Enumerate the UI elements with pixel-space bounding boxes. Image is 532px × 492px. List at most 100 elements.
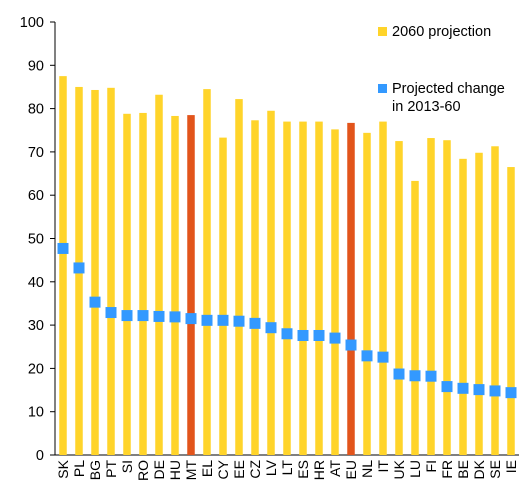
marker-bg: [89, 296, 101, 308]
legend-label: Projected change: [392, 81, 505, 97]
y-tick-label: 30: [28, 318, 44, 334]
x-tick-label: LT: [279, 460, 295, 476]
bar-lt: [283, 121, 291, 455]
x-tick-label: CZ: [247, 460, 263, 479]
marker-it: [377, 351, 389, 363]
bar-pt: [107, 87, 115, 455]
bar-hu: [171, 115, 179, 455]
marker-ro: [137, 310, 149, 322]
y-tick-label: 20: [28, 361, 44, 377]
bar-lu: [411, 180, 419, 455]
y-tick-label: 10: [28, 405, 44, 421]
y-tick-label: 100: [20, 15, 44, 31]
bar-uk: [395, 141, 403, 455]
bar-cz: [251, 120, 259, 455]
marker-lv: [265, 322, 277, 334]
marker-cz: [249, 317, 261, 329]
bar-fr: [443, 140, 451, 456]
bar-hr: [315, 121, 323, 455]
marker-se: [489, 385, 501, 397]
x-tick-label: IE: [503, 460, 519, 473]
marker-ee: [233, 315, 245, 327]
marker-lu: [409, 370, 421, 382]
marker-hr: [313, 329, 325, 341]
marker-lt: [281, 328, 293, 340]
marker-nl: [361, 350, 373, 362]
x-tick-label: DK: [471, 459, 487, 479]
legend-label: in 2013-60: [392, 99, 461, 115]
bar-bg: [91, 89, 99, 455]
bar-at: [331, 129, 339, 455]
y-tick-label: 60: [28, 188, 44, 204]
bar-si: [123, 113, 131, 456]
marker-be: [457, 382, 469, 394]
bar-be: [459, 158, 467, 455]
bar-ie: [507, 167, 515, 455]
x-tick-label: LU: [407, 460, 423, 478]
bar-lv: [267, 110, 275, 455]
marker-pl: [73, 262, 85, 274]
marker-sk: [57, 242, 69, 254]
bar-es: [299, 121, 307, 455]
x-tick-label: LV: [263, 459, 279, 476]
bar-fi: [427, 138, 435, 455]
marker-es: [297, 329, 309, 341]
y-tick-label: 50: [28, 232, 44, 248]
bar-nl: [363, 132, 371, 455]
marker-ie: [505, 387, 517, 399]
x-tick-label: BG: [87, 460, 103, 480]
marker-at: [329, 332, 341, 344]
x-tick-label: EU: [343, 460, 359, 479]
x-tick-label: NL: [359, 460, 375, 478]
y-tick-label: 70: [28, 145, 44, 161]
marker-fr: [441, 381, 453, 393]
x-tick-label: HR: [311, 460, 327, 480]
bar-eu: [347, 122, 355, 455]
x-tick-label: SI: [119, 460, 135, 473]
legend: 2060 projection Projected change in 2013-6…: [378, 24, 505, 115]
labels: 0 10 20 30 40 50 60 70 80 90 100 SK PL BG PT SI RO DE HU MT…: [20, 15, 519, 481]
marker-mt: [185, 313, 197, 325]
bar-mt: [187, 115, 195, 455]
x-tick-label: CY: [215, 459, 231, 479]
bar-cy: [219, 137, 227, 455]
bar-de: [155, 94, 163, 455]
x-tick-label: FR: [439, 460, 455, 479]
bar-ro: [139, 112, 147, 456]
marker-uk: [393, 368, 405, 380]
bar-ee: [235, 99, 243, 455]
marker-pt: [105, 307, 117, 319]
y-tick-label: 0: [36, 448, 44, 464]
marker-si: [121, 310, 133, 322]
x-tick-label: AT: [327, 460, 343, 477]
bar-it: [379, 121, 387, 455]
x-tick-label: PL: [71, 460, 87, 477]
marker-dk: [473, 384, 485, 396]
bar-se: [491, 146, 499, 455]
x-tick-label: SK: [55, 459, 71, 478]
legend-label: 2060 projection: [392, 24, 491, 40]
marker-cy: [217, 314, 229, 326]
x-tick-label: ES: [295, 460, 311, 479]
markers: [57, 242, 517, 399]
marker-eu: [345, 339, 357, 351]
x-tick-label: EE: [231, 460, 247, 479]
y-tick-label: 80: [28, 102, 44, 118]
bar-dk: [475, 152, 483, 456]
x-tick-label: BE: [455, 460, 471, 479]
legend-swatch: [378, 27, 387, 36]
y-tick-label: 40: [28, 275, 44, 291]
x-tick-label: SE: [487, 460, 503, 479]
x-tick-label: RO: [135, 460, 151, 481]
x-tick-label: EL: [199, 460, 215, 477]
marker-hu: [169, 311, 181, 323]
y-tick-label: 90: [28, 58, 44, 74]
x-tick-label: DE: [151, 460, 167, 479]
x-tick-label: HU: [167, 460, 183, 480]
bar-el: [203, 89, 211, 456]
marker-el: [201, 314, 213, 326]
legend-swatch: [378, 84, 387, 93]
marker-de: [153, 310, 165, 322]
x-tick-label: FI: [423, 460, 439, 472]
